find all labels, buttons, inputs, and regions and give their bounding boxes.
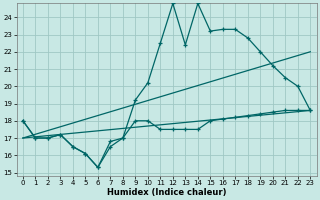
X-axis label: Humidex (Indice chaleur): Humidex (Indice chaleur) [107, 188, 226, 197]
